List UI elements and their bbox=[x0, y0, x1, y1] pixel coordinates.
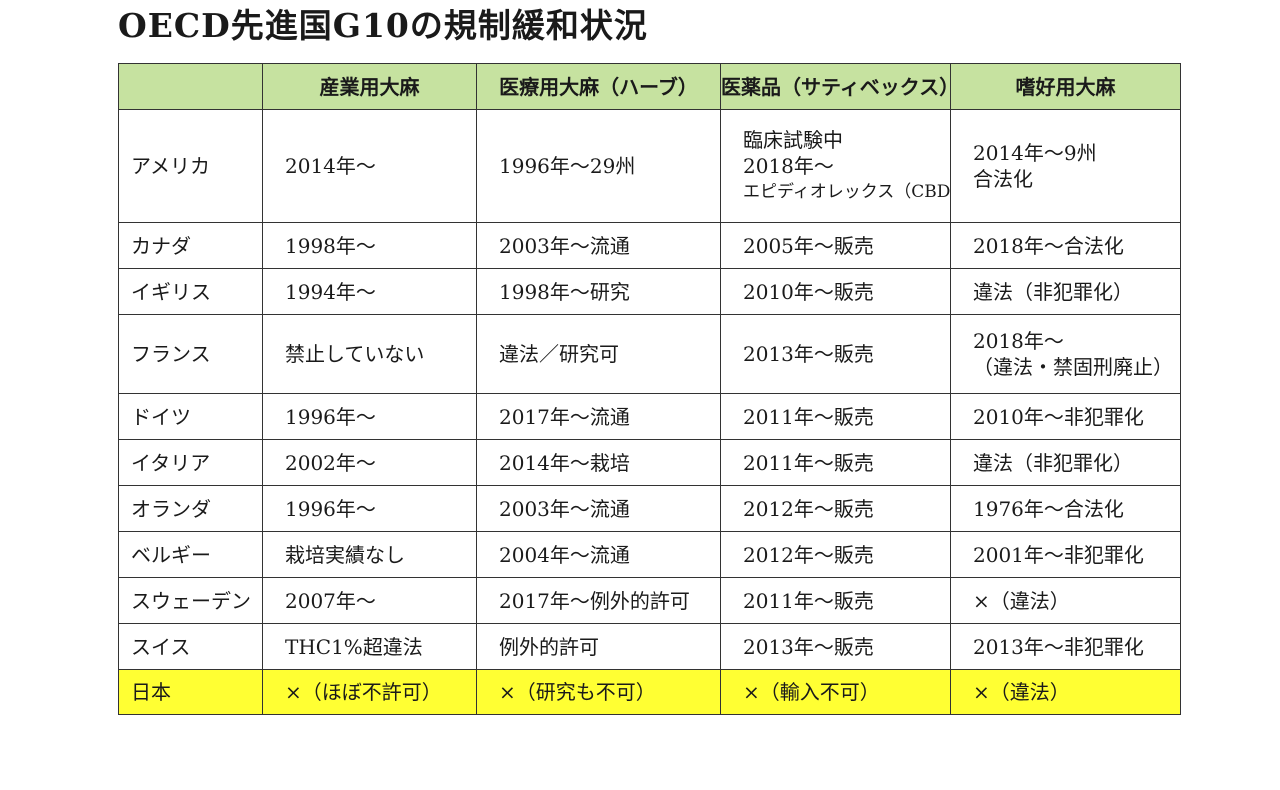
table-header-row: 産業用大麻 医療用大麻（ハーブ） 医薬品（サティベックス） 嗜好用大麻 bbox=[118, 63, 1181, 110]
pharma-line: エピディオレックス（CBD） bbox=[743, 182, 951, 202]
recreational-cell: ×（違法） bbox=[950, 669, 1181, 715]
pharma-cell: ×（輸入不可） bbox=[720, 669, 951, 715]
industrial-cell: 2014年～ bbox=[262, 109, 477, 223]
pharma-cell: 2011年～販売 bbox=[720, 577, 951, 624]
industrial-cell: 栽培実績なし bbox=[262, 531, 477, 578]
industrial-cell: 2002年～ bbox=[262, 439, 477, 486]
header-industrial: 産業用大麻 bbox=[262, 63, 477, 110]
recreational-cell: 違法（非犯罪化） bbox=[950, 268, 1181, 315]
medical-cell: 2003年～流通 bbox=[476, 222, 721, 269]
country-cell: オランダ bbox=[118, 485, 263, 532]
pharma-cell: 2013年～販売 bbox=[720, 623, 951, 670]
medical-cell: 2003年～流通 bbox=[476, 485, 721, 532]
header-recreational: 嗜好用大麻 bbox=[950, 63, 1181, 110]
header-corner bbox=[118, 63, 263, 110]
industrial-cell: 1996年～ bbox=[262, 393, 477, 440]
country-cell: ベルギー bbox=[118, 531, 263, 578]
pharma-cell: 臨床試験中 2018年～ エピディオレックス（CBD） bbox=[720, 109, 951, 223]
industrial-cell: ×（ほぼ不許可） bbox=[262, 669, 477, 715]
medical-cell: ×（研究も不可） bbox=[476, 669, 721, 715]
recreational-line: 2014年～9州 bbox=[973, 141, 1097, 165]
medical-cell: 違法／研究可 bbox=[476, 314, 721, 394]
country-cell: カナダ bbox=[118, 222, 263, 269]
medical-cell: 例外的許可 bbox=[476, 623, 721, 670]
recreational-cell: 違法（非犯罪化） bbox=[950, 439, 1181, 486]
pharma-cell: 2010年～販売 bbox=[720, 268, 951, 315]
regulation-table: 産業用大麻 医療用大麻（ハーブ） 医薬品（サティベックス） 嗜好用大麻 アメリカ… bbox=[118, 63, 1181, 715]
country-cell: イギリス bbox=[118, 268, 263, 315]
medical-cell: 2004年～流通 bbox=[476, 531, 721, 578]
recreational-cell: 2013年～非犯罪化 bbox=[950, 623, 1181, 670]
medical-cell: 2017年～例外的許可 bbox=[476, 577, 721, 624]
pharma-cell: 2005年～販売 bbox=[720, 222, 951, 269]
industrial-cell: 1994年～ bbox=[262, 268, 477, 315]
industrial-cell: 1996年～ bbox=[262, 485, 477, 532]
pharma-cell: 2013年～販売 bbox=[720, 314, 951, 394]
country-cell: 日本 bbox=[118, 669, 263, 715]
industrial-cell: THC1%超違法 bbox=[262, 623, 477, 670]
pharma-line: 臨床試験中 bbox=[743, 128, 843, 152]
table-row: スウェーデン 2007年～ 2017年～例外的許可 2011年～販売 ×（違法） bbox=[118, 577, 1181, 624]
recreational-cell: 2018年～合法化 bbox=[950, 222, 1181, 269]
table-row: ドイツ 1996年～ 2017年～流通 2011年～販売 2010年～非犯罪化 bbox=[118, 393, 1181, 440]
pharma-cell: 2012年～販売 bbox=[720, 531, 951, 578]
table-row: イギリス 1994年～ 1998年～研究 2010年～販売 違法（非犯罪化） bbox=[118, 268, 1181, 315]
header-medical: 医療用大麻（ハーブ） bbox=[476, 63, 721, 110]
table-row-japan: 日本 ×（ほぼ不許可） ×（研究も不可） ×（輸入不可） ×（違法） bbox=[118, 669, 1181, 715]
table-row: アメリカ 2014年～ 1996年～29州 臨床試験中 2018年～ エピディオ… bbox=[118, 109, 1181, 223]
country-cell: スウェーデン bbox=[118, 577, 263, 624]
country-cell: スイス bbox=[118, 623, 263, 670]
recreational-cell: 2001年～非犯罪化 bbox=[950, 531, 1181, 578]
header-pharma: 医薬品（サティベックス） bbox=[720, 63, 951, 110]
country-cell: イタリア bbox=[118, 439, 263, 486]
table-row: オランダ 1996年～ 2003年～流通 2012年～販売 1976年～合法化 bbox=[118, 485, 1181, 532]
medical-cell: 1998年～研究 bbox=[476, 268, 721, 315]
country-cell: アメリカ bbox=[118, 109, 263, 223]
pharma-line: 2018年～ bbox=[743, 154, 834, 178]
industrial-cell: 2007年～ bbox=[262, 577, 477, 624]
country-cell: ドイツ bbox=[118, 393, 263, 440]
medical-cell: 2017年～流通 bbox=[476, 393, 721, 440]
table-row: スイス THC1%超違法 例外的許可 2013年～販売 2013年～非犯罪化 bbox=[118, 623, 1181, 670]
country-cell: フランス bbox=[118, 314, 263, 394]
medical-cell: 2014年～栽培 bbox=[476, 439, 721, 486]
page-title: OECD先進国G10の規制緩和状況 bbox=[118, 6, 648, 45]
table-row: カナダ 1998年～ 2003年～流通 2005年～販売 2018年～合法化 bbox=[118, 222, 1181, 269]
pharma-cell: 2011年～販売 bbox=[720, 439, 951, 486]
recreational-cell: 2018年～ （違法・禁固刑廃止） bbox=[950, 314, 1181, 394]
recreational-cell: ×（違法） bbox=[950, 577, 1181, 624]
pharma-cell: 2011年～販売 bbox=[720, 393, 951, 440]
recreational-cell: 2014年～9州 合法化 bbox=[950, 109, 1181, 223]
table-row: ベルギー 栽培実績なし 2004年～流通 2012年～販売 2001年～非犯罪化 bbox=[118, 531, 1181, 578]
recreational-line: （違法・禁固刑廃止） bbox=[973, 355, 1173, 379]
recreational-cell: 2010年～非犯罪化 bbox=[950, 393, 1181, 440]
recreational-line: 2018年～ bbox=[973, 329, 1064, 353]
recreational-cell: 1976年～合法化 bbox=[950, 485, 1181, 532]
table-row: イタリア 2002年～ 2014年～栽培 2011年～販売 違法（非犯罪化） bbox=[118, 439, 1181, 486]
industrial-cell: 禁止していない bbox=[262, 314, 477, 394]
industrial-cell: 1998年～ bbox=[262, 222, 477, 269]
medical-cell: 1996年～29州 bbox=[476, 109, 721, 223]
table-row: フランス 禁止していない 違法／研究可 2013年～販売 2018年～ （違法・… bbox=[118, 314, 1181, 394]
recreational-line: 合法化 bbox=[973, 167, 1033, 191]
pharma-cell: 2012年～販売 bbox=[720, 485, 951, 532]
